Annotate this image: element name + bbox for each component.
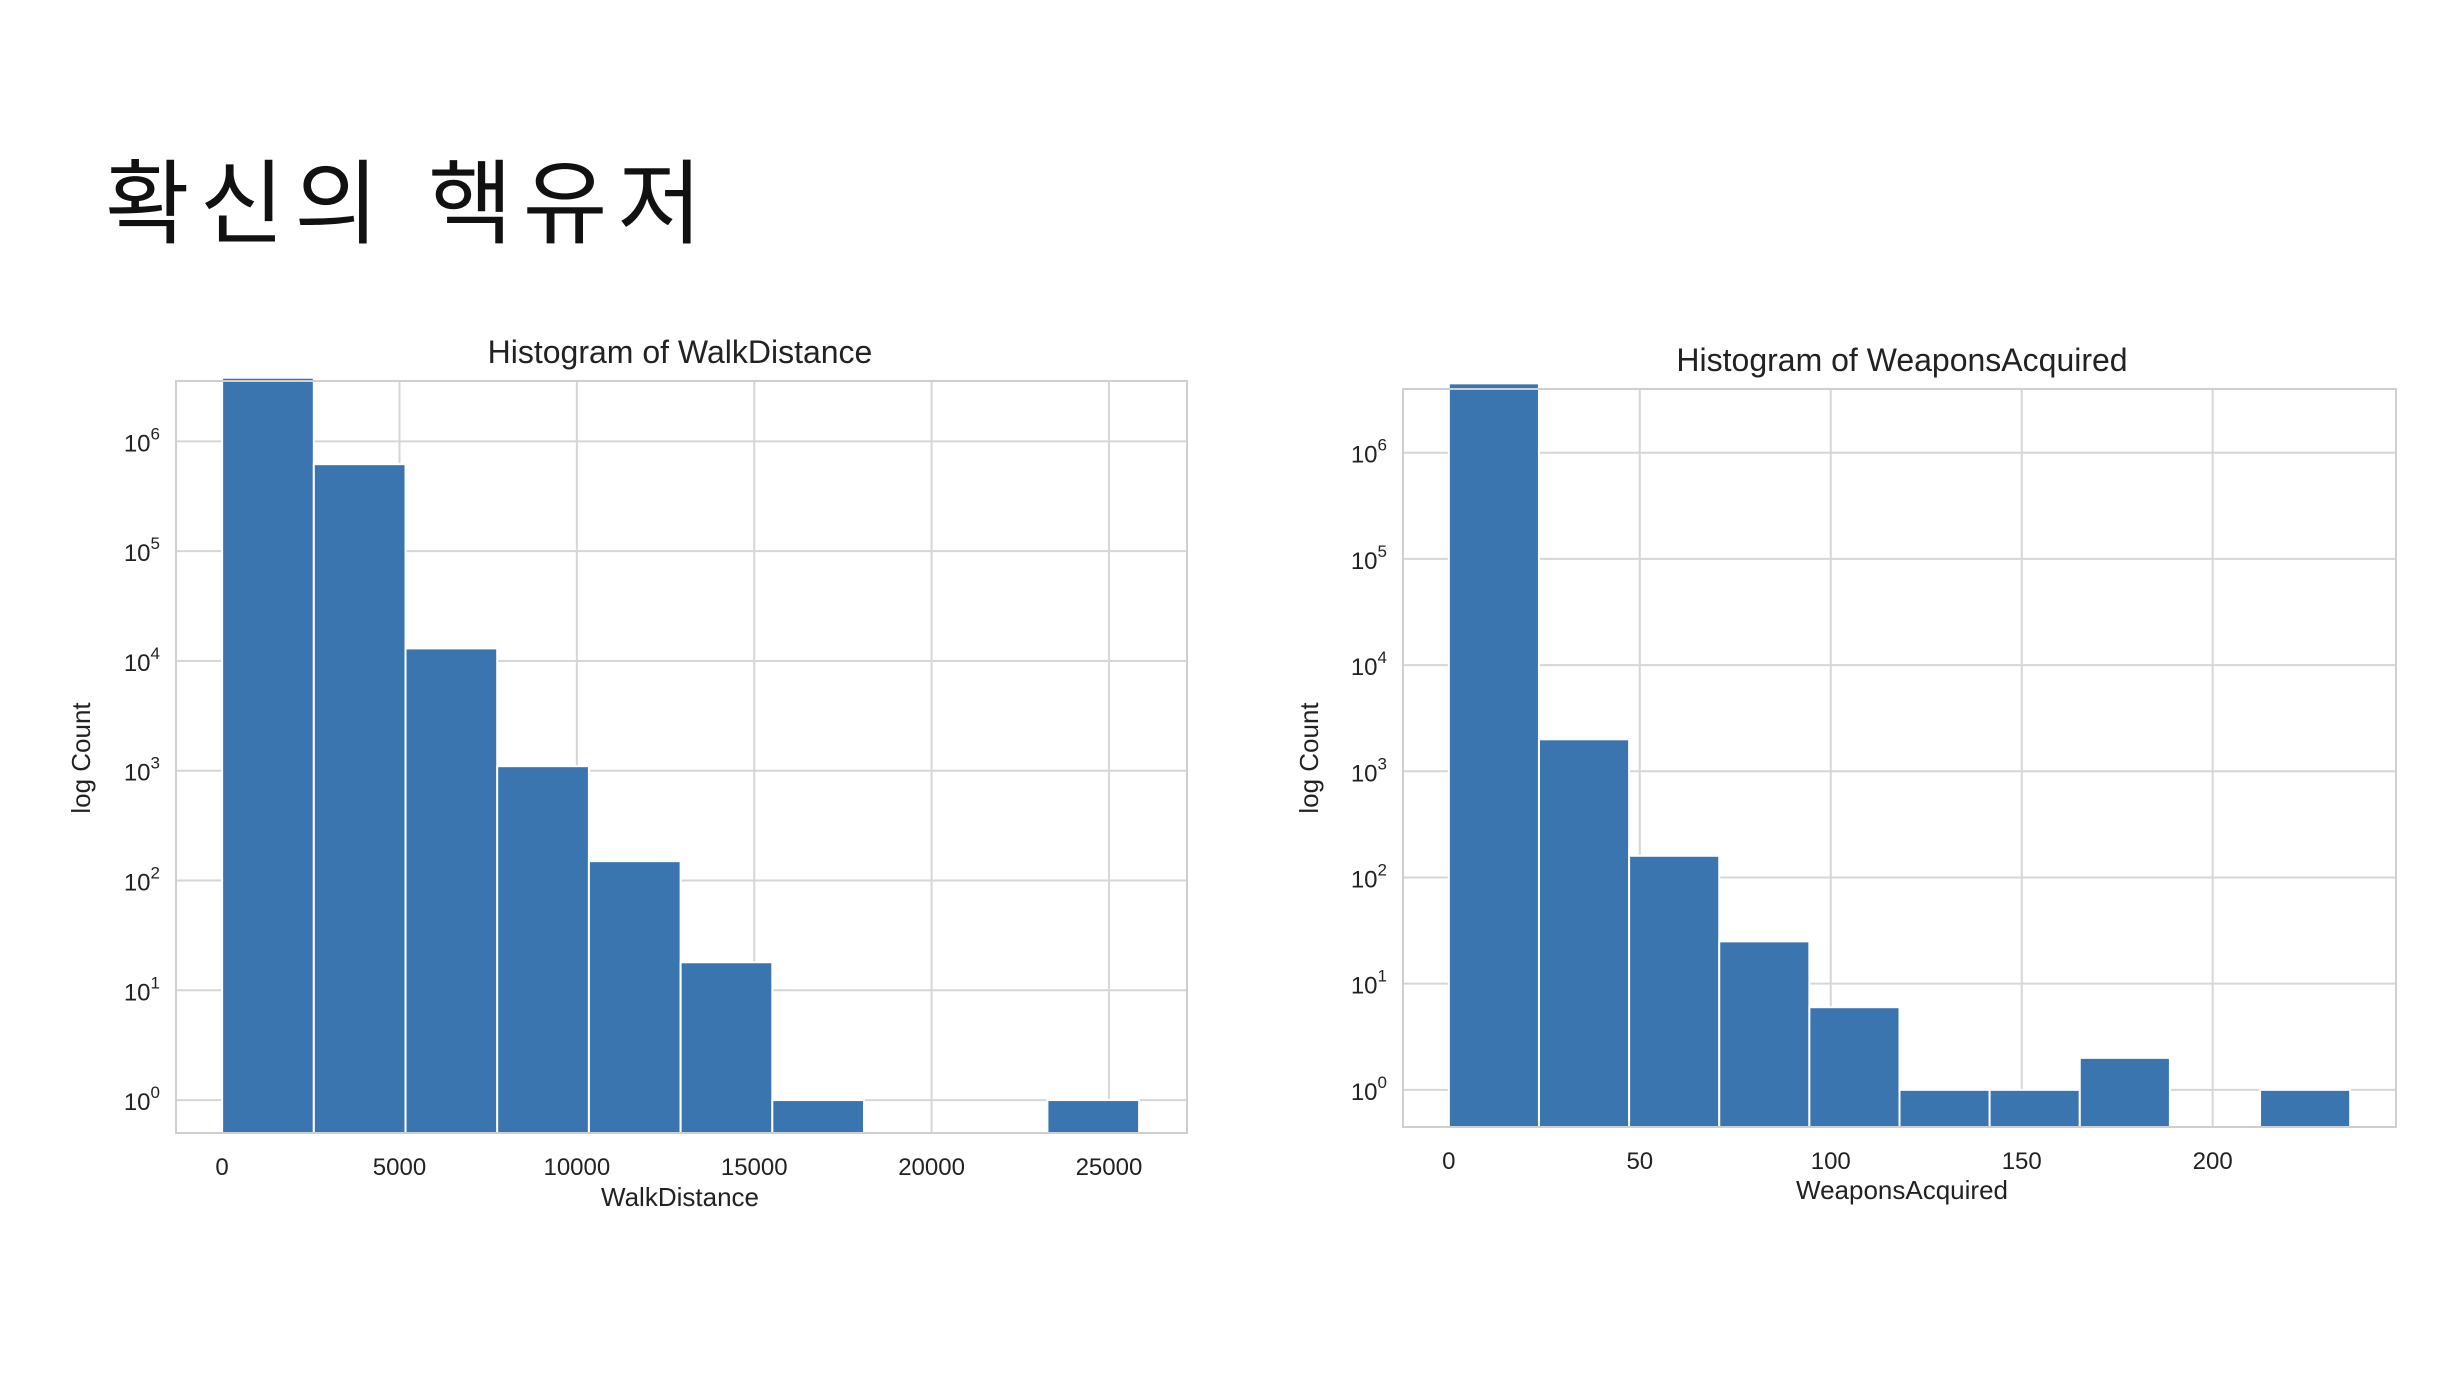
plot-area-weaponsacquired: 0 50 100 150 200 100 101 102 103 104 105 106 bbox=[1351, 382, 2397, 1175]
histogram-bar bbox=[2078, 1056, 2171, 1128]
plot-frame bbox=[175, 380, 1188, 1134]
histogram-bar bbox=[1628, 854, 1721, 1128]
y-axis-label-walkdistance: log Count bbox=[66, 702, 96, 814]
chart-title-walkdistance: Histogram of WalkDistance bbox=[488, 334, 873, 370]
y-tick-label: 105 bbox=[1351, 542, 1387, 575]
chart-title-weaponsacquired: Histogram of WeaponsAcquired bbox=[1676, 342, 2127, 378]
x-axis-label-weaponsacquired: WeaponsAcquired bbox=[1796, 1175, 2008, 1205]
y-tick-label: 106 bbox=[1351, 436, 1387, 469]
y-tick-label: 102 bbox=[1351, 860, 1387, 893]
x-tick-label: 150 bbox=[2002, 1148, 2042, 1175]
x-axis-label-walkdistance: WalkDistance bbox=[601, 1182, 759, 1212]
histogram-bar bbox=[1447, 382, 1540, 1128]
histogram-bar bbox=[496, 765, 590, 1134]
histogram-bar bbox=[679, 961, 774, 1135]
slide-title: 확신의 핵유저 bbox=[105, 151, 713, 258]
histogram-bar bbox=[404, 647, 499, 1134]
x-tick-label: 10000 bbox=[543, 1154, 610, 1181]
y-tick-label: 106 bbox=[124, 424, 160, 457]
y-tick-label: 103 bbox=[124, 754, 160, 787]
histogram-bar bbox=[1718, 940, 1811, 1129]
y-tick-label: 103 bbox=[1351, 754, 1387, 787]
x-tick-label: 100 bbox=[1811, 1148, 1851, 1175]
chart-weaponsacquired: Histogram of WeaponsAcquired WeaponsAcqu… bbox=[1294, 342, 2397, 1205]
x-tick-label: 200 bbox=[2193, 1148, 2233, 1175]
y-axis-label-weaponsacquired: log Count bbox=[1294, 702, 1324, 814]
x-tick-label: 5000 bbox=[373, 1154, 426, 1181]
histogram-bar bbox=[771, 1099, 866, 1134]
x-tick-label: 15000 bbox=[721, 1154, 788, 1181]
histogram-bar bbox=[1988, 1088, 2081, 1128]
x-tick-label: 20000 bbox=[898, 1154, 965, 1181]
histogram-bar bbox=[1046, 1099, 1141, 1134]
y-tick-label: 105 bbox=[124, 534, 160, 567]
plot-frame bbox=[1402, 388, 2397, 1128]
y-tick-label: 101 bbox=[124, 973, 160, 1006]
histogram-bar bbox=[312, 463, 407, 1134]
plot-area-walkdistance: 0 5000 10000 15000 20000 25000 100 101 102 103 104… bbox=[124, 376, 1188, 1181]
x-tick-label: 25000 bbox=[1076, 1154, 1143, 1181]
y-tick-label: 102 bbox=[124, 864, 160, 897]
y-tick-label: 104 bbox=[124, 644, 160, 677]
histogram-bar bbox=[2259, 1088, 2352, 1128]
chart-walkdistance: Histogram of WalkDistance WalkDistance l… bbox=[66, 334, 1188, 1212]
histogram-bar bbox=[1898, 1088, 1991, 1128]
x-tick-label: 50 bbox=[1626, 1148, 1653, 1175]
histogram-bar bbox=[587, 860, 682, 1134]
y-tick-label: 101 bbox=[1351, 967, 1387, 1000]
histogram-bar bbox=[1808, 1006, 1901, 1129]
histogram-bar bbox=[221, 376, 315, 1134]
histogram-bar bbox=[1537, 738, 1631, 1129]
y-tick-label: 100 bbox=[1351, 1073, 1387, 1106]
y-tick-label: 100 bbox=[124, 1083, 160, 1116]
x-tick-label: 0 bbox=[1442, 1148, 1455, 1175]
y-tick-label: 104 bbox=[1351, 648, 1387, 681]
x-tick-label: 0 bbox=[215, 1154, 228, 1181]
